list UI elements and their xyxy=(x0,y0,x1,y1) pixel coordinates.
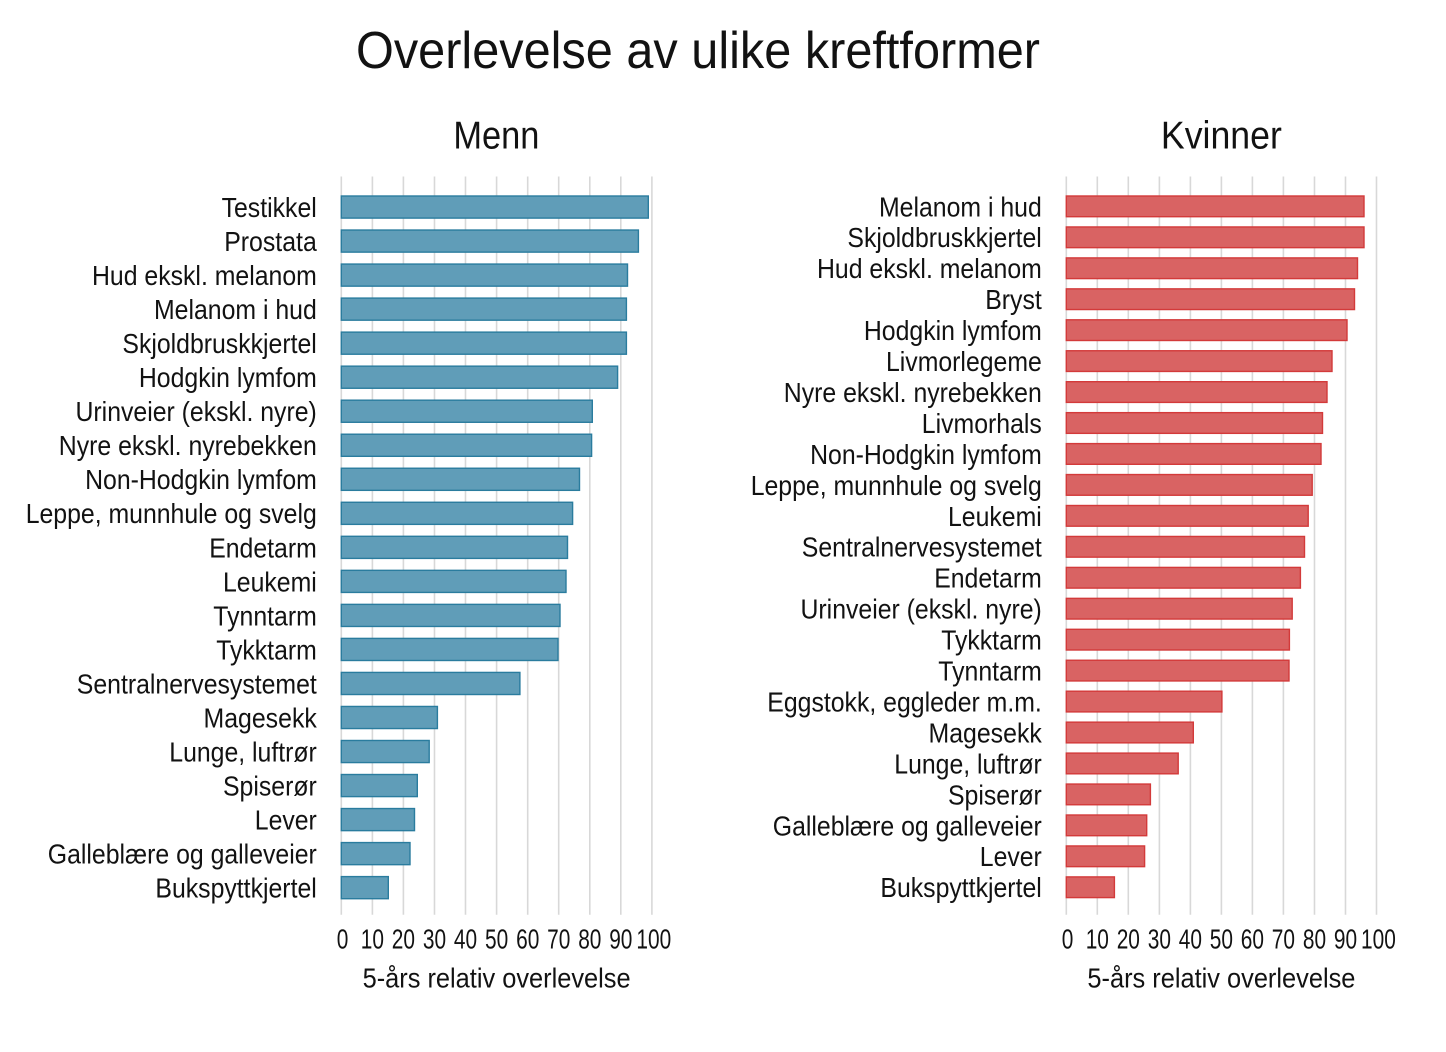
svg-text:70: 70 xyxy=(1272,922,1295,954)
svg-text:Tynntarm: Tynntarm xyxy=(213,599,317,631)
svg-text:Tykktarm: Tykktarm xyxy=(216,633,317,665)
svg-text:40: 40 xyxy=(454,922,477,954)
svg-text:Lever: Lever xyxy=(255,803,317,835)
svg-text:Urinveier (ekskl. nyre): Urinveier (ekskl. nyre) xyxy=(801,593,1042,625)
svg-text:50: 50 xyxy=(485,922,508,954)
svg-text:50: 50 xyxy=(1210,922,1233,954)
svg-text:Non-Hodgkin lymfom: Non-Hodgkin lymfom xyxy=(85,463,317,495)
svg-text:Melanom i hud: Melanom i hud xyxy=(154,293,317,325)
svg-text:Magesekk: Magesekk xyxy=(204,701,318,733)
svg-text:Overlevelse av ulike kreftform: Overlevelse av ulike kreftformer xyxy=(356,22,1040,80)
svg-text:Nyre ekskl. nyrebekken: Nyre ekskl. nyrebekken xyxy=(784,376,1042,408)
svg-text:Testikkel: Testikkel xyxy=(222,191,317,223)
svg-text:Eggstokk, eggleder m.m.: Eggstokk, eggleder m.m. xyxy=(767,685,1042,717)
svg-text:Hodgkin lymfom: Hodgkin lymfom xyxy=(139,361,317,393)
svg-text:Kvinner: Kvinner xyxy=(1161,114,1282,157)
svg-text:90: 90 xyxy=(609,922,632,954)
svg-text:Sentralnervesystemet: Sentralnervesystemet xyxy=(77,667,317,699)
svg-text:Hud ekskl. melanom: Hud ekskl. melanom xyxy=(817,252,1042,284)
svg-text:Bryst: Bryst xyxy=(985,283,1042,315)
svg-text:Lever: Lever xyxy=(980,840,1042,872)
svg-text:Lunge, luftrør: Lunge, luftrør xyxy=(894,747,1042,779)
svg-text:60: 60 xyxy=(516,922,539,954)
svg-text:Leppe, munnhule og svelg: Leppe, munnhule og svelg xyxy=(26,497,317,529)
svg-text:80: 80 xyxy=(578,922,601,954)
svg-text:70: 70 xyxy=(547,922,570,954)
svg-text:Galleblære og galleveier: Galleblære og galleveier xyxy=(773,809,1042,841)
svg-text:0: 0 xyxy=(337,922,349,954)
svg-text:40: 40 xyxy=(1179,922,1202,954)
svg-text:Lunge, luftrør: Lunge, luftrør xyxy=(169,735,317,767)
svg-text:90: 90 xyxy=(1334,922,1357,954)
svg-text:10: 10 xyxy=(1086,922,1109,954)
svg-text:Bukspyttkjertel: Bukspyttkjertel xyxy=(880,871,1041,903)
svg-text:Skjoldbruskkjertel: Skjoldbruskkjertel xyxy=(122,327,316,359)
svg-text:Non-Hodgkin lymfom: Non-Hodgkin lymfom xyxy=(810,438,1042,470)
svg-text:30: 30 xyxy=(1148,922,1171,954)
svg-text:80: 80 xyxy=(1303,922,1326,954)
svg-text:Endetarm: Endetarm xyxy=(209,531,317,563)
svg-text:Leukemi: Leukemi xyxy=(948,500,1042,532)
svg-text:100: 100 xyxy=(1361,922,1396,954)
svg-text:Nyre ekskl. nyrebekken: Nyre ekskl. nyrebekken xyxy=(59,429,317,461)
svg-text:Melanom i hud: Melanom i hud xyxy=(879,190,1042,222)
svg-text:Tykktarm: Tykktarm xyxy=(941,624,1042,656)
svg-text:Leppe, munnhule og svelg: Leppe, munnhule og svelg xyxy=(751,469,1042,501)
svg-text:30: 30 xyxy=(423,922,446,954)
svg-text:Hud ekskl. melanom: Hud ekskl. melanom xyxy=(92,259,317,291)
svg-text:5-års relativ overlevelse: 5-års relativ overlevelse xyxy=(363,962,631,994)
svg-text:100: 100 xyxy=(636,922,671,954)
svg-text:10: 10 xyxy=(361,922,384,954)
svg-text:5-års relativ overlevelse: 5-års relativ overlevelse xyxy=(1087,962,1355,994)
svg-text:Livmorhals: Livmorhals xyxy=(922,407,1042,439)
svg-text:0: 0 xyxy=(1062,922,1074,954)
svg-text:Livmorlegeme: Livmorlegeme xyxy=(886,345,1042,377)
svg-text:Tynntarm: Tynntarm xyxy=(938,655,1042,687)
svg-text:Bukspyttkjertel: Bukspyttkjertel xyxy=(155,872,316,904)
svg-text:Leukemi: Leukemi xyxy=(223,565,317,597)
svg-text:Prostata: Prostata xyxy=(224,225,317,257)
svg-text:60: 60 xyxy=(1241,922,1264,954)
svg-text:20: 20 xyxy=(392,922,415,954)
svg-text:Urinveier (ekskl. nyre): Urinveier (ekskl. nyre) xyxy=(76,395,317,427)
svg-text:Endetarm: Endetarm xyxy=(934,562,1042,594)
svg-text:Spiserør: Spiserør xyxy=(948,778,1042,810)
svg-text:Skjoldbruskkjertel: Skjoldbruskkjertel xyxy=(847,221,1041,253)
svg-text:Magesekk: Magesekk xyxy=(929,716,1043,748)
svg-text:Sentralnervesystemet: Sentralnervesystemet xyxy=(802,531,1042,563)
svg-text:Galleblære og galleveier: Galleblære og galleveier xyxy=(48,838,317,870)
svg-text:Spiserør: Spiserør xyxy=(223,769,317,801)
svg-text:20: 20 xyxy=(1117,922,1140,954)
svg-text:Menn: Menn xyxy=(453,114,539,157)
svg-text:Hodgkin lymfom: Hodgkin lymfom xyxy=(864,314,1042,346)
